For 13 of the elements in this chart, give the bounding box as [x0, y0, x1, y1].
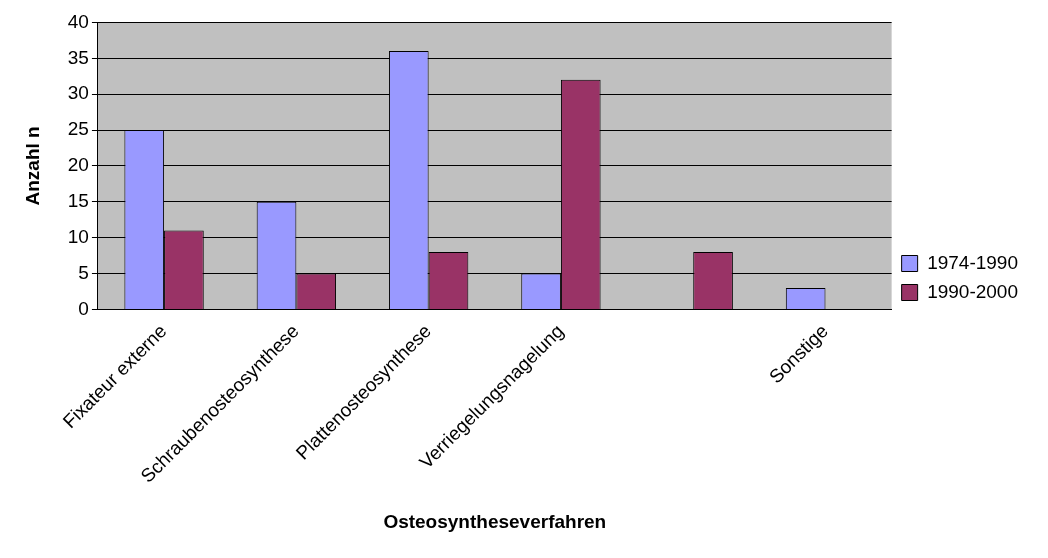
- y-tick-label: 10: [67, 225, 89, 247]
- y-tick-label: 0: [78, 297, 89, 319]
- y-tick-label: 5: [78, 261, 89, 283]
- y-tick-label: 30: [67, 82, 89, 104]
- y-tick-label: 20: [67, 154, 89, 176]
- y-tick-label: 25: [67, 118, 89, 140]
- legend-label: 1990-2000: [927, 280, 1019, 302]
- y-axis-title: Anzahl n: [21, 126, 43, 206]
- legend-label: 1974-1990: [927, 251, 1019, 273]
- x-axis-title: Osteosyntheseverfahren: [383, 510, 607, 532]
- y-tick-label: 15: [67, 190, 89, 212]
- y-tick-label: 40: [67, 10, 89, 32]
- y-tick-label: 35: [67, 46, 89, 68]
